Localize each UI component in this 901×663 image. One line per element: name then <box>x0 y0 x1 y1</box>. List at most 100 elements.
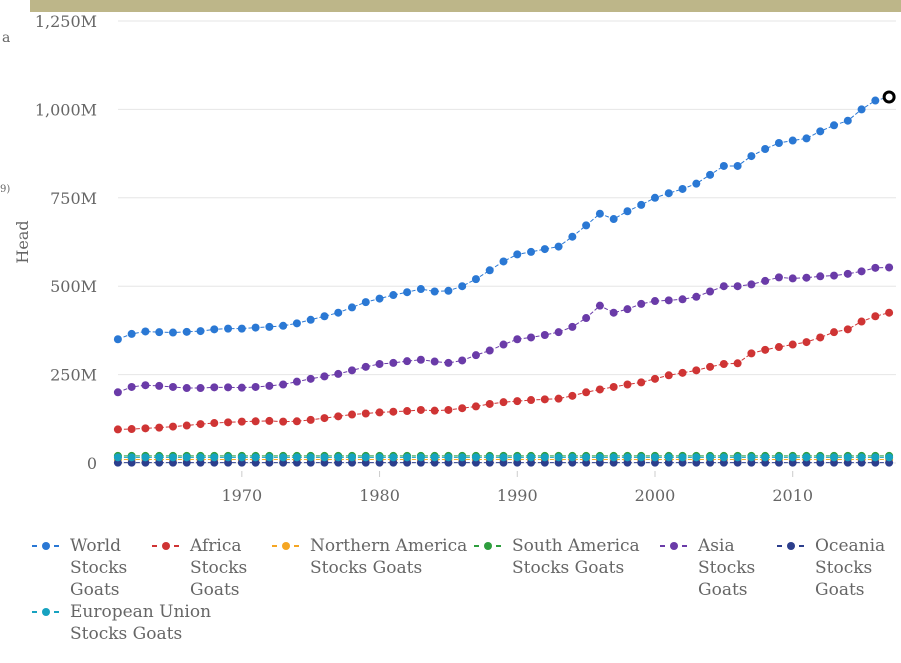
data-point <box>747 349 756 358</box>
data-point <box>292 453 301 462</box>
data-point <box>182 384 191 393</box>
data-point <box>513 397 522 406</box>
data-point <box>458 404 467 413</box>
data-point <box>389 407 398 416</box>
data-point <box>306 374 315 383</box>
data-point <box>733 161 742 170</box>
legend-item[interactable]: South America Stocks Goats <box>472 535 662 579</box>
data-point <box>678 184 687 193</box>
legend-symbol <box>32 542 60 550</box>
data-point <box>843 116 852 125</box>
data-point <box>885 308 894 317</box>
data-point <box>747 280 756 289</box>
data-point <box>348 303 357 312</box>
data-point <box>141 327 150 336</box>
data-point <box>719 282 728 291</box>
data-point <box>650 193 659 202</box>
data-point <box>361 298 370 307</box>
data-point <box>306 315 315 324</box>
data-point <box>719 359 728 368</box>
data-point <box>774 273 783 282</box>
data-point <box>554 394 563 403</box>
data-point <box>155 381 164 390</box>
data-point <box>485 453 494 462</box>
data-point <box>210 419 219 428</box>
data-point <box>458 356 467 365</box>
data-point <box>885 453 894 462</box>
data-point <box>155 453 164 462</box>
data-point <box>650 297 659 306</box>
data-point <box>292 319 301 328</box>
data-point <box>582 453 591 462</box>
data-point <box>540 330 549 339</box>
data-point <box>857 317 866 326</box>
data-point <box>568 453 577 462</box>
data-point <box>471 453 480 462</box>
x-tick-label: 2000 <box>635 486 676 505</box>
data-point <box>623 453 632 462</box>
data-point <box>251 323 260 332</box>
data-point <box>361 409 370 418</box>
data-point <box>141 453 150 462</box>
data-point <box>237 417 246 426</box>
x-tick-label: 1980 <box>359 486 400 505</box>
data-point <box>348 453 357 462</box>
data-point <box>224 418 233 427</box>
data-point <box>265 381 274 390</box>
data-point <box>127 329 136 338</box>
series-line <box>117 312 890 430</box>
legend-item[interactable]: Northern America Stocks Goats <box>270 535 490 579</box>
legend-item[interactable]: Oceania Stocks Goats <box>775 535 901 601</box>
data-point <box>582 388 591 397</box>
data-point <box>774 138 783 147</box>
data-point <box>595 209 604 218</box>
data-point <box>527 333 536 342</box>
data-point <box>444 453 453 462</box>
legend-label: Northern America Stocks Goats <box>310 536 468 578</box>
legend-marker <box>42 542 50 550</box>
data-point <box>375 294 384 303</box>
data-point <box>706 287 715 296</box>
data-point <box>664 453 673 462</box>
data-point <box>430 453 439 462</box>
legend-symbol <box>272 542 300 550</box>
data-point <box>168 328 177 337</box>
y-tick-label: 500M <box>50 277 97 296</box>
data-point <box>816 127 825 136</box>
legend: World Stocks Goats Africa Stocks Goats Nor… <box>0 530 901 663</box>
legend-item[interactable]: World Stocks Goats <box>30 535 150 601</box>
data-point <box>719 161 728 170</box>
data-point <box>830 121 839 130</box>
data-point <box>761 453 770 462</box>
data-point <box>499 340 508 349</box>
legend-symbol <box>777 542 805 550</box>
data-point <box>444 405 453 414</box>
data-point <box>637 299 646 308</box>
legend-item[interactable]: European Union Stocks Goats <box>30 601 240 645</box>
data-point <box>471 402 480 411</box>
data-point <box>747 453 756 462</box>
data-point <box>251 453 260 462</box>
y-tick-label: 1,250M <box>35 12 97 31</box>
data-point <box>334 412 343 421</box>
data-point <box>595 301 604 310</box>
data-point <box>650 374 659 383</box>
data-point <box>210 453 219 462</box>
data-point <box>334 369 343 378</box>
data-point <box>857 105 866 114</box>
data-point <box>568 391 577 400</box>
legend-item[interactable]: Asia Stocks Goats <box>658 535 778 601</box>
header-banner <box>30 0 901 12</box>
data-point <box>843 269 852 278</box>
data-point <box>292 377 301 386</box>
data-point <box>458 453 467 462</box>
data-point <box>802 338 811 347</box>
data-point <box>802 273 811 282</box>
data-point <box>265 416 274 425</box>
data-point <box>554 453 563 462</box>
data-point <box>155 328 164 337</box>
legend-marker <box>670 542 678 550</box>
data-point <box>444 358 453 367</box>
data-point <box>403 288 412 297</box>
legend-item[interactable]: Africa Stocks Goats <box>150 535 270 601</box>
